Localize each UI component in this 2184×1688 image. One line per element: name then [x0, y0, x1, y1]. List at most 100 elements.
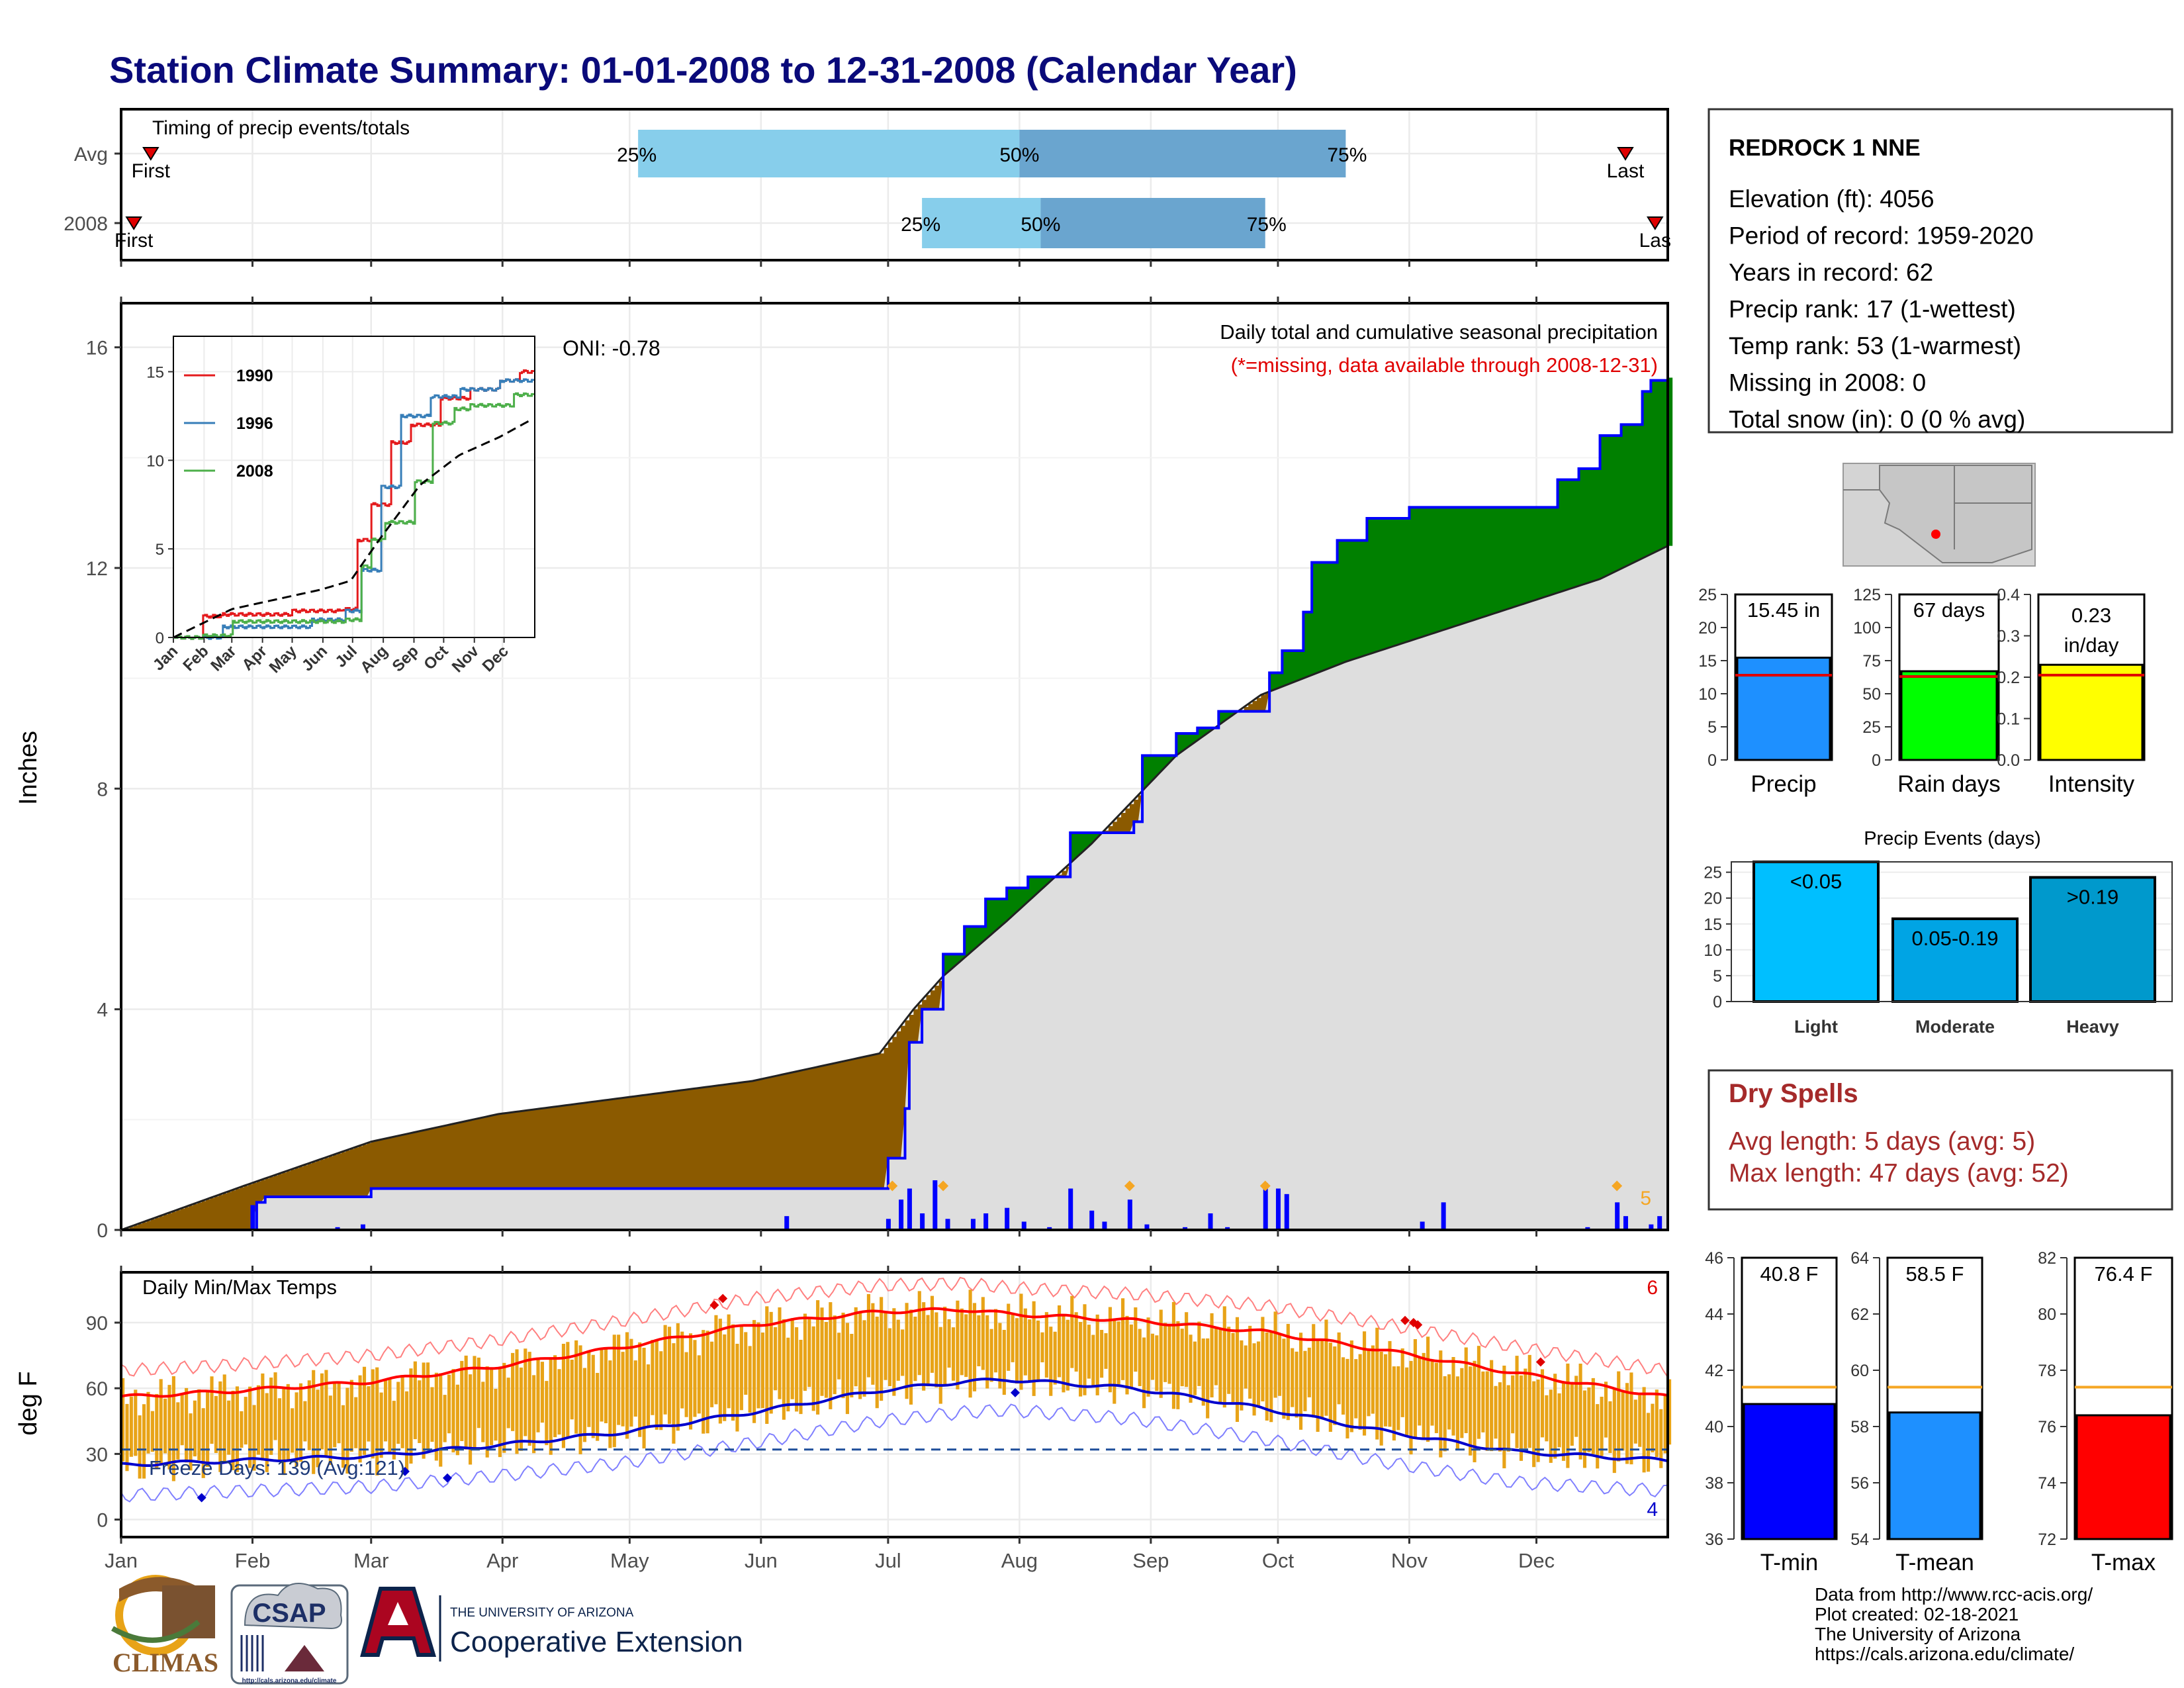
month-tick: Jan [105, 1549, 138, 1572]
daily-precip-bar [1441, 1202, 1446, 1230]
events-title: Precip Events (days) [1864, 828, 2041, 849]
credit-line: The University of Arizona [1815, 1624, 2021, 1644]
station-info-box [1707, 108, 2173, 434]
last-event-marker [1617, 147, 1634, 161]
daily-precip-bar [1585, 1227, 1590, 1230]
locator-map [1843, 463, 2036, 567]
ua-big-text: Cooperative Extension [450, 1626, 743, 1658]
timing-q75-label: 75% [1327, 144, 1367, 166]
summary-bar-ytick: 0 [1707, 751, 1717, 770]
record-high-marker [1413, 1320, 1423, 1330]
credit-line: Data from http://www.rcc-acis.org/ [1815, 1584, 2093, 1605]
below-average-precip-area [125, 693, 1270, 1230]
events-ytick: 10 [1704, 941, 1722, 960]
last-event-marker [1647, 216, 1664, 230]
temp-bar-T-min [1743, 1403, 1836, 1540]
daily-precip-bar [970, 1219, 976, 1230]
temp-bar-ytick: 72 [2038, 1530, 2056, 1549]
precip-ytick: 4 [97, 1000, 108, 1021]
temp-bar-ytick: 54 [1850, 1530, 1869, 1549]
events-bar-name: Moderate [1915, 1017, 1995, 1037]
last-event-label: Las [1639, 230, 1671, 252]
timing-q75-label: 75% [1247, 214, 1287, 236]
precip-ytick: 16 [86, 338, 108, 359]
summary-bar-ytick: 20 [1698, 619, 1717, 637]
climas-logo [111, 1575, 215, 1656]
extreme-precip-marker [938, 1180, 949, 1192]
station-info-line: Period of record: 1959-2020 [1729, 222, 2034, 250]
daily-precip-bar [784, 1216, 790, 1230]
summary-bar-ytick: 0.4 [1997, 586, 2020, 604]
inset-panel [173, 336, 535, 638]
average-cumulative-line [120, 545, 1668, 1231]
inset-legend-label: 1996 [236, 414, 273, 433]
station-info-line: Missing in 2008: 0 [1729, 369, 1926, 397]
daily-precip-bar [1089, 1210, 1095, 1230]
daily-precip-bar [1284, 1194, 1289, 1230]
events-ytick: 5 [1713, 967, 1722, 986]
temp-bar-T-mean [1888, 1411, 1981, 1540]
summary-bar-value: 0.23 [2071, 604, 2111, 627]
summary-bar-ytick: 0 [1872, 751, 1881, 770]
record-high-marker [709, 1300, 719, 1310]
events-ytick: 25 [1704, 864, 1722, 882]
daily-temp-range-bars [121, 1289, 1672, 1481]
ua-small-text: THE UNIVERSITY OF ARIZONA [450, 1606, 634, 1620]
inset-line-2008 [173, 392, 535, 640]
avg-tmax-line [120, 1307, 1668, 1398]
summary-bar-ytick: 100 [1853, 619, 1881, 637]
credit-line: https://cals.arizona.edu/climate/ [1815, 1644, 2074, 1664]
record-high-marker [1535, 1357, 1545, 1367]
freeze-days: Freeze Days: 139 (Avg:121) [149, 1456, 405, 1479]
temp-ylabel: deg F [15, 1371, 42, 1435]
last-event-label: Last [1607, 160, 1645, 182]
station-location-dot [1931, 530, 1940, 539]
first-event-marker [125, 216, 142, 230]
events-bar-label: 0.05-0.19 [1912, 927, 1999, 950]
temp-bar-ytick: 38 [1705, 1474, 1723, 1493]
csap-logo [230, 1583, 349, 1685]
temp-bar-value: 76.4 F [2095, 1262, 2153, 1286]
extreme-precip-marker [887, 1180, 898, 1192]
inset-ytick: 0 [156, 630, 164, 647]
temp-ytick: 90 [86, 1313, 108, 1335]
dry-spells-max: Max length: 47 days (avg: 52) [1729, 1159, 2069, 1188]
inset-ytick: 10 [146, 452, 164, 470]
events-bar-label: <0.05 [1790, 870, 1842, 893]
month-tick: Sep [1132, 1549, 1169, 1572]
timing-q50-q75-bar [1040, 198, 1265, 248]
csap-logo-text: CSAP [252, 1599, 326, 1628]
temp-bar-ytick: 40 [1705, 1418, 1723, 1436]
dry-spells-avg: Avg length: 5 days (avg: 5) [1729, 1127, 2035, 1156]
temp-bar-ytick: 78 [2038, 1362, 2056, 1380]
temp-bar-ytick: 42 [1705, 1362, 1723, 1380]
temp-bar-name: T-min [1760, 1550, 1819, 1575]
station-info-line: Precip rank: 17 (1-wettest) [1729, 296, 2016, 323]
temp-bar-name: T-max [2091, 1550, 2156, 1575]
daily-precip-bar [983, 1213, 989, 1230]
temp-bar-ytick: 82 [2038, 1249, 2056, 1268]
temp-bar-ytick: 44 [1705, 1305, 1723, 1324]
temp-bar-ytick: 58 [1850, 1418, 1869, 1436]
daily-precip-bar [1021, 1221, 1026, 1230]
record-low-marker [197, 1493, 206, 1503]
summary-bar-value: 15.45 in [1747, 598, 1820, 622]
summary-bar-ytick: 25 [1698, 586, 1717, 604]
extreme-precip-marker [1259, 1180, 1271, 1192]
daily-precip-bar [1657, 1216, 1662, 1230]
credit-line: Plot created: 02-18-2021 [1815, 1604, 2019, 1624]
daily-precip-bar [1649, 1224, 1654, 1230]
summary-bar-ytick: 15 [1698, 652, 1717, 671]
summary-bar-name: Rain days [1897, 771, 2001, 797]
events-bar-Moderate [1891, 917, 2019, 1004]
summary-bar-ytick: 5 [1707, 718, 1717, 737]
timing-q50-q75-bar [1019, 130, 1346, 177]
hot-record-count: 6 [1647, 1277, 1658, 1299]
station-info-line: Total snow (in): 0 (0 % avg) [1729, 406, 2025, 433]
precip-ytick: 12 [86, 558, 108, 580]
daily-precip-bar [933, 1180, 938, 1230]
daily-precip-bar [250, 1205, 255, 1230]
extreme-precip-marker [1124, 1180, 1135, 1192]
